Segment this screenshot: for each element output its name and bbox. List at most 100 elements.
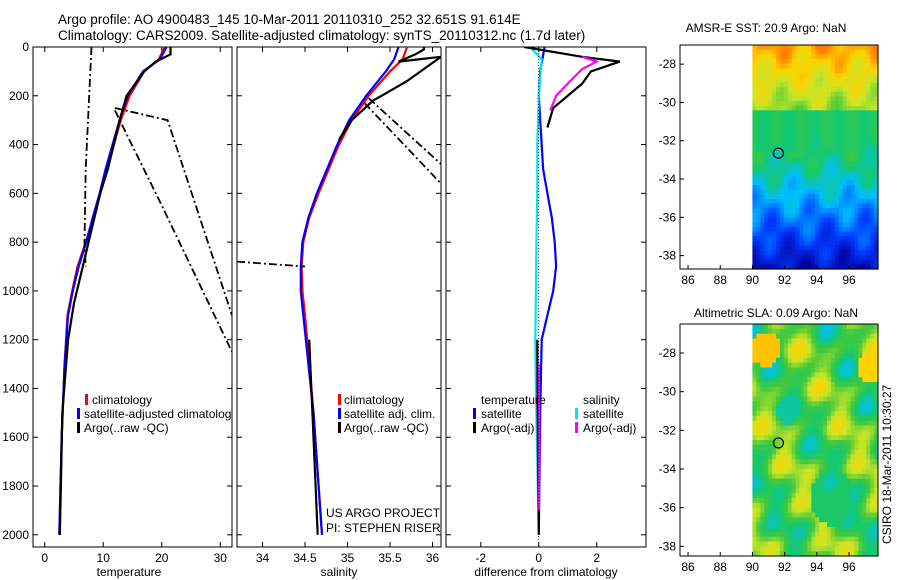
sst-map-cell [811, 236, 816, 242]
sst-map-cell [791, 199, 797, 205]
sla-map-cell [815, 498, 820, 504]
sst-map-cell [862, 259, 867, 265]
sst-map-cell [783, 217, 789, 223]
sst-map-cell [783, 180, 789, 186]
sst-map-cell [760, 175, 765, 181]
sla-map-cell [779, 343, 785, 349]
sst-map-cell [760, 105, 765, 111]
sla-map-cell [850, 517, 855, 523]
sst-map-cell [842, 91, 848, 97]
sst-map-cell [850, 115, 855, 121]
sla-map-cell [787, 522, 793, 528]
sst-map-cell [846, 45, 852, 51]
sst-map-cell [838, 245, 844, 251]
sst-map-cell [795, 161, 801, 167]
sla-map-cell [779, 415, 785, 422]
sla-map-cell [819, 401, 824, 407]
sst-map-cell [776, 194, 781, 200]
sla-map-cell [834, 517, 840, 523]
sla-map-cell [768, 440, 773, 446]
sla-map-cell [815, 324, 820, 330]
sla-map-cell [854, 362, 859, 369]
sst-map-cell [870, 73, 875, 79]
sla-map-cell [834, 473, 840, 480]
sla-map-cell [787, 386, 793, 393]
sst-map-cell [764, 73, 769, 79]
sst-map-cell [854, 143, 859, 149]
sst-map-cell [870, 119, 875, 125]
sla-map-cell [795, 406, 801, 412]
temperature-series-climatology [58, 47, 166, 535]
sst-map-cell [858, 185, 863, 191]
sst-map-cell [803, 68, 808, 74]
sla-map-cell [779, 536, 785, 543]
sla-map-cell [807, 353, 812, 359]
sst-map-cell [846, 68, 852, 74]
sst-map-cell [842, 208, 848, 214]
sla-map-cell [776, 328, 781, 335]
sst-map-cell [787, 203, 793, 209]
sla-map-cell [779, 435, 785, 441]
sst-map-cell [791, 119, 797, 125]
sla-map-cell [772, 483, 777, 489]
sla-map-cell [866, 348, 871, 354]
sst-map-cell [764, 77, 769, 83]
sla-map-cell [870, 377, 875, 383]
sla-map-cell [838, 493, 844, 499]
sla-map-cell [764, 386, 769, 393]
sla-map-cell [760, 498, 765, 504]
sla-map-cell [862, 406, 867, 412]
sla-map-cell [823, 502, 828, 509]
sla-map-cell [783, 488, 789, 494]
sst-map-cell [819, 255, 824, 261]
sla-map-cell [783, 435, 789, 441]
sla-map-cell [803, 546, 808, 552]
sst-map-cell [819, 45, 824, 51]
sst-map-cell [776, 105, 781, 111]
sla-map-cell [752, 401, 757, 407]
sst-map-cell [764, 217, 769, 223]
sst-map-cell [752, 245, 757, 251]
sla-map-cell [779, 478, 785, 485]
temperature-xtick-label: 10 [97, 551, 111, 565]
sst-map-cell [811, 54, 816, 60]
sla-map-cell [811, 343, 816, 349]
sla-map-cell [776, 512, 781, 518]
sst-map-cell [858, 59, 863, 65]
sla-map-cell [874, 372, 879, 378]
sst-map-cell [854, 77, 859, 83]
sla-map-cell [768, 391, 773, 398]
difference-series-temp-satellite [537, 47, 558, 535]
sla-map-cell [815, 440, 820, 446]
sst-map-cell [854, 175, 859, 181]
sst-map-cell [827, 91, 832, 97]
sla-map-cell [858, 440, 863, 446]
sst-map-cell [874, 59, 879, 65]
sla-map-cell [787, 396, 793, 402]
sst-map-cell [827, 222, 832, 228]
sst-map-cell [799, 236, 804, 242]
sla-map-cell [846, 338, 852, 344]
sst-map-cell [819, 49, 824, 55]
sst-map-cell [846, 208, 852, 214]
sst-map-cell [803, 143, 808, 149]
legend-sal-satellite: satellite adj. clim. [344, 407, 435, 421]
sst-map-cell [764, 161, 769, 167]
sst-map-cell [795, 110, 801, 116]
sst-map-cell [838, 54, 844, 60]
sst-map-cell [779, 45, 785, 51]
sla-map-cell [772, 333, 777, 340]
sst-map-cell [768, 115, 773, 121]
sst-map-cell [830, 180, 836, 186]
sla-map-cell [823, 377, 828, 383]
sst-map-cell [799, 133, 804, 139]
sla-map-cell [874, 488, 879, 494]
sst-map-cell [779, 250, 785, 256]
sst-map-cell [838, 45, 844, 51]
sla-map-cell [811, 420, 816, 427]
sst-map-cell [764, 63, 769, 69]
sla-map-cell [834, 502, 840, 509]
sst-map-cell [811, 124, 816, 130]
sla-map-cell [842, 328, 848, 335]
sst-map-cell [787, 222, 793, 228]
